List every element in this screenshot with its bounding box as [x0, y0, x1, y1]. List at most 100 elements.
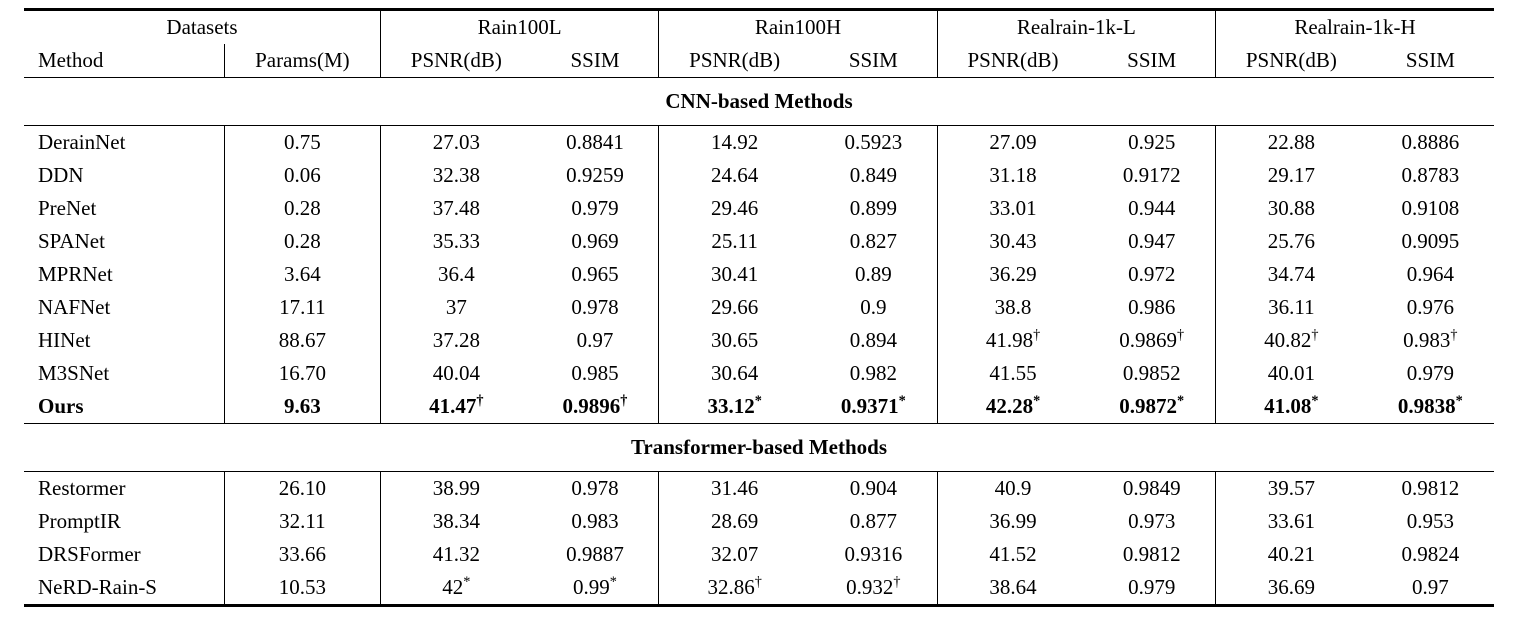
- value-superscript: †: [476, 393, 484, 409]
- value-cell: 0.9838*: [1367, 390, 1494, 424]
- value-superscript: †: [754, 574, 762, 590]
- value-text: 0.894: [849, 328, 897, 352]
- value-text: 0.947: [1128, 229, 1176, 253]
- value-cell: 0.8886: [1367, 126, 1494, 160]
- value-text: 0.06: [283, 163, 321, 187]
- value-text: 30.64: [711, 361, 759, 385]
- value-cell: 34.74: [1215, 258, 1367, 291]
- value-text: 24.64: [711, 163, 759, 187]
- value-text: 0.9869: [1119, 328, 1177, 352]
- value-cell: 36.29: [936, 258, 1089, 291]
- value-cell: 38.99: [379, 471, 532, 505]
- value-text: 0.28: [283, 229, 321, 253]
- value-text: 41.55: [989, 361, 1037, 385]
- value-text: 0.976: [1406, 295, 1454, 319]
- value-text: 0.9: [860, 295, 887, 319]
- value-text: 36.99: [989, 509, 1037, 533]
- value-cell: 37.48: [379, 192, 532, 225]
- value-superscript: †: [1311, 327, 1319, 343]
- value-text: 0.9316: [844, 542, 903, 566]
- method-cell: MPRNet: [38, 262, 113, 286]
- value-text: 39.57: [1267, 476, 1315, 500]
- column-header: PSNR(dB): [379, 44, 532, 78]
- value-cell: 41.08*: [1215, 390, 1367, 424]
- value-text: 31.18: [989, 163, 1037, 187]
- value-text: 32.11: [279, 509, 326, 533]
- value-cell: 0.8783: [1367, 159, 1494, 192]
- value-superscript: †: [1033, 327, 1041, 343]
- value-text: 0.5923: [844, 130, 903, 154]
- section-title: CNN-based Methods: [24, 77, 1494, 126]
- value-cell: 0.976: [1367, 291, 1494, 324]
- value-text: 0.944: [1128, 196, 1176, 220]
- column-header: Method: [24, 44, 225, 78]
- value-cell: 0.9852: [1088, 357, 1215, 390]
- value-superscript: †: [620, 393, 628, 409]
- value-cell: 40.82†: [1215, 324, 1367, 357]
- value-cell: 0.9: [810, 291, 937, 324]
- value-cell: 26.10: [223, 471, 381, 505]
- value-text: 0.97: [1411, 575, 1449, 599]
- value-text: 17.11: [279, 295, 326, 319]
- value-cell: 30.64: [658, 357, 810, 390]
- value-text: 31.46: [711, 476, 759, 500]
- value-cell: 0.5923: [810, 126, 937, 160]
- value-cell: 41.32: [379, 538, 532, 571]
- value-text: 36.69: [1267, 575, 1315, 599]
- value-cell: 41.47†: [379, 390, 532, 424]
- value-cell: 22.88: [1215, 125, 1367, 159]
- value-text: 0.9172: [1122, 163, 1181, 187]
- value-text: 0.972: [1128, 262, 1176, 286]
- value-cell: 37: [379, 291, 532, 324]
- value-text: 36.11: [1268, 295, 1315, 319]
- value-superscript: †: [893, 574, 901, 590]
- value-cell: 0.9259: [532, 159, 659, 192]
- value-cell: 0.849: [810, 159, 937, 192]
- value-superscript: *: [1455, 393, 1463, 409]
- value-text: 0.9849: [1122, 476, 1181, 500]
- table-body: CNN-based Methods DerainNet 0.75 27.03 0.884…: [24, 77, 1494, 606]
- group-header-row: Datasets Rain100L Rain100H Realrain-1k-L Rea…: [24, 9, 1494, 44]
- value-text: 26.10: [278, 476, 326, 500]
- value-cell: 0.964: [1367, 258, 1494, 291]
- value-superscript: *: [1033, 393, 1041, 409]
- group-header: Realrain-1k-L: [936, 9, 1216, 44]
- value-text: 0.932: [846, 575, 894, 599]
- value-cell: 32.07: [658, 538, 810, 571]
- value-text: 0.979: [1406, 361, 1454, 385]
- value-cell: 0.985: [532, 357, 659, 390]
- value-cell: 30.43: [936, 225, 1089, 258]
- column-header: Params(M): [223, 44, 381, 78]
- value-text: 30.65: [711, 328, 759, 352]
- column-header-row: Method Params(M) PSNR(dB) SSIM PSNR(dB) SSIM P…: [24, 44, 1494, 78]
- method-cell: NeRD-Rain-S: [38, 575, 157, 599]
- value-superscript: *: [1177, 393, 1185, 409]
- value-cell: 0.979: [532, 192, 659, 225]
- table-row: PreNet 0.28 37.48 0.979 29.46 0.899 33.01 0.944…: [24, 192, 1494, 225]
- value-cell: 0.8841: [532, 126, 659, 160]
- column-header: PSNR(dB): [658, 44, 810, 78]
- value-text: 0.978: [571, 476, 619, 500]
- results-table: Datasets Rain100L Rain100H Realrain-1k-L Rea…: [24, 8, 1494, 607]
- value-text: 0.969: [571, 229, 619, 253]
- value-text: 0.9824: [1401, 542, 1460, 566]
- value-text: 3.64: [283, 262, 321, 286]
- value-text: 0.9812: [1122, 542, 1181, 566]
- value-text: 0.8783: [1401, 163, 1460, 187]
- value-cell: 30.65: [658, 324, 810, 357]
- value-text: 30.88: [1267, 196, 1315, 220]
- value-text: 9.63: [283, 394, 321, 418]
- value-text: 27.03: [432, 130, 480, 154]
- table-head: Datasets Rain100L Rain100H Realrain-1k-L Rea…: [24, 9, 1494, 78]
- value-text: 38.34: [432, 509, 480, 533]
- value-cell: 27.09: [936, 125, 1089, 159]
- value-text: 37: [445, 295, 467, 319]
- value-text: 41.47: [429, 394, 477, 418]
- value-cell: 9.63: [223, 390, 381, 424]
- value-cell: 0.99*: [532, 571, 659, 606]
- value-cell: 40.9: [936, 471, 1089, 505]
- value-text: 0.9371: [840, 394, 899, 418]
- value-cell: 38.8: [936, 291, 1089, 324]
- value-text: 0.8886: [1401, 130, 1460, 154]
- value-cell: 41.52: [936, 538, 1089, 571]
